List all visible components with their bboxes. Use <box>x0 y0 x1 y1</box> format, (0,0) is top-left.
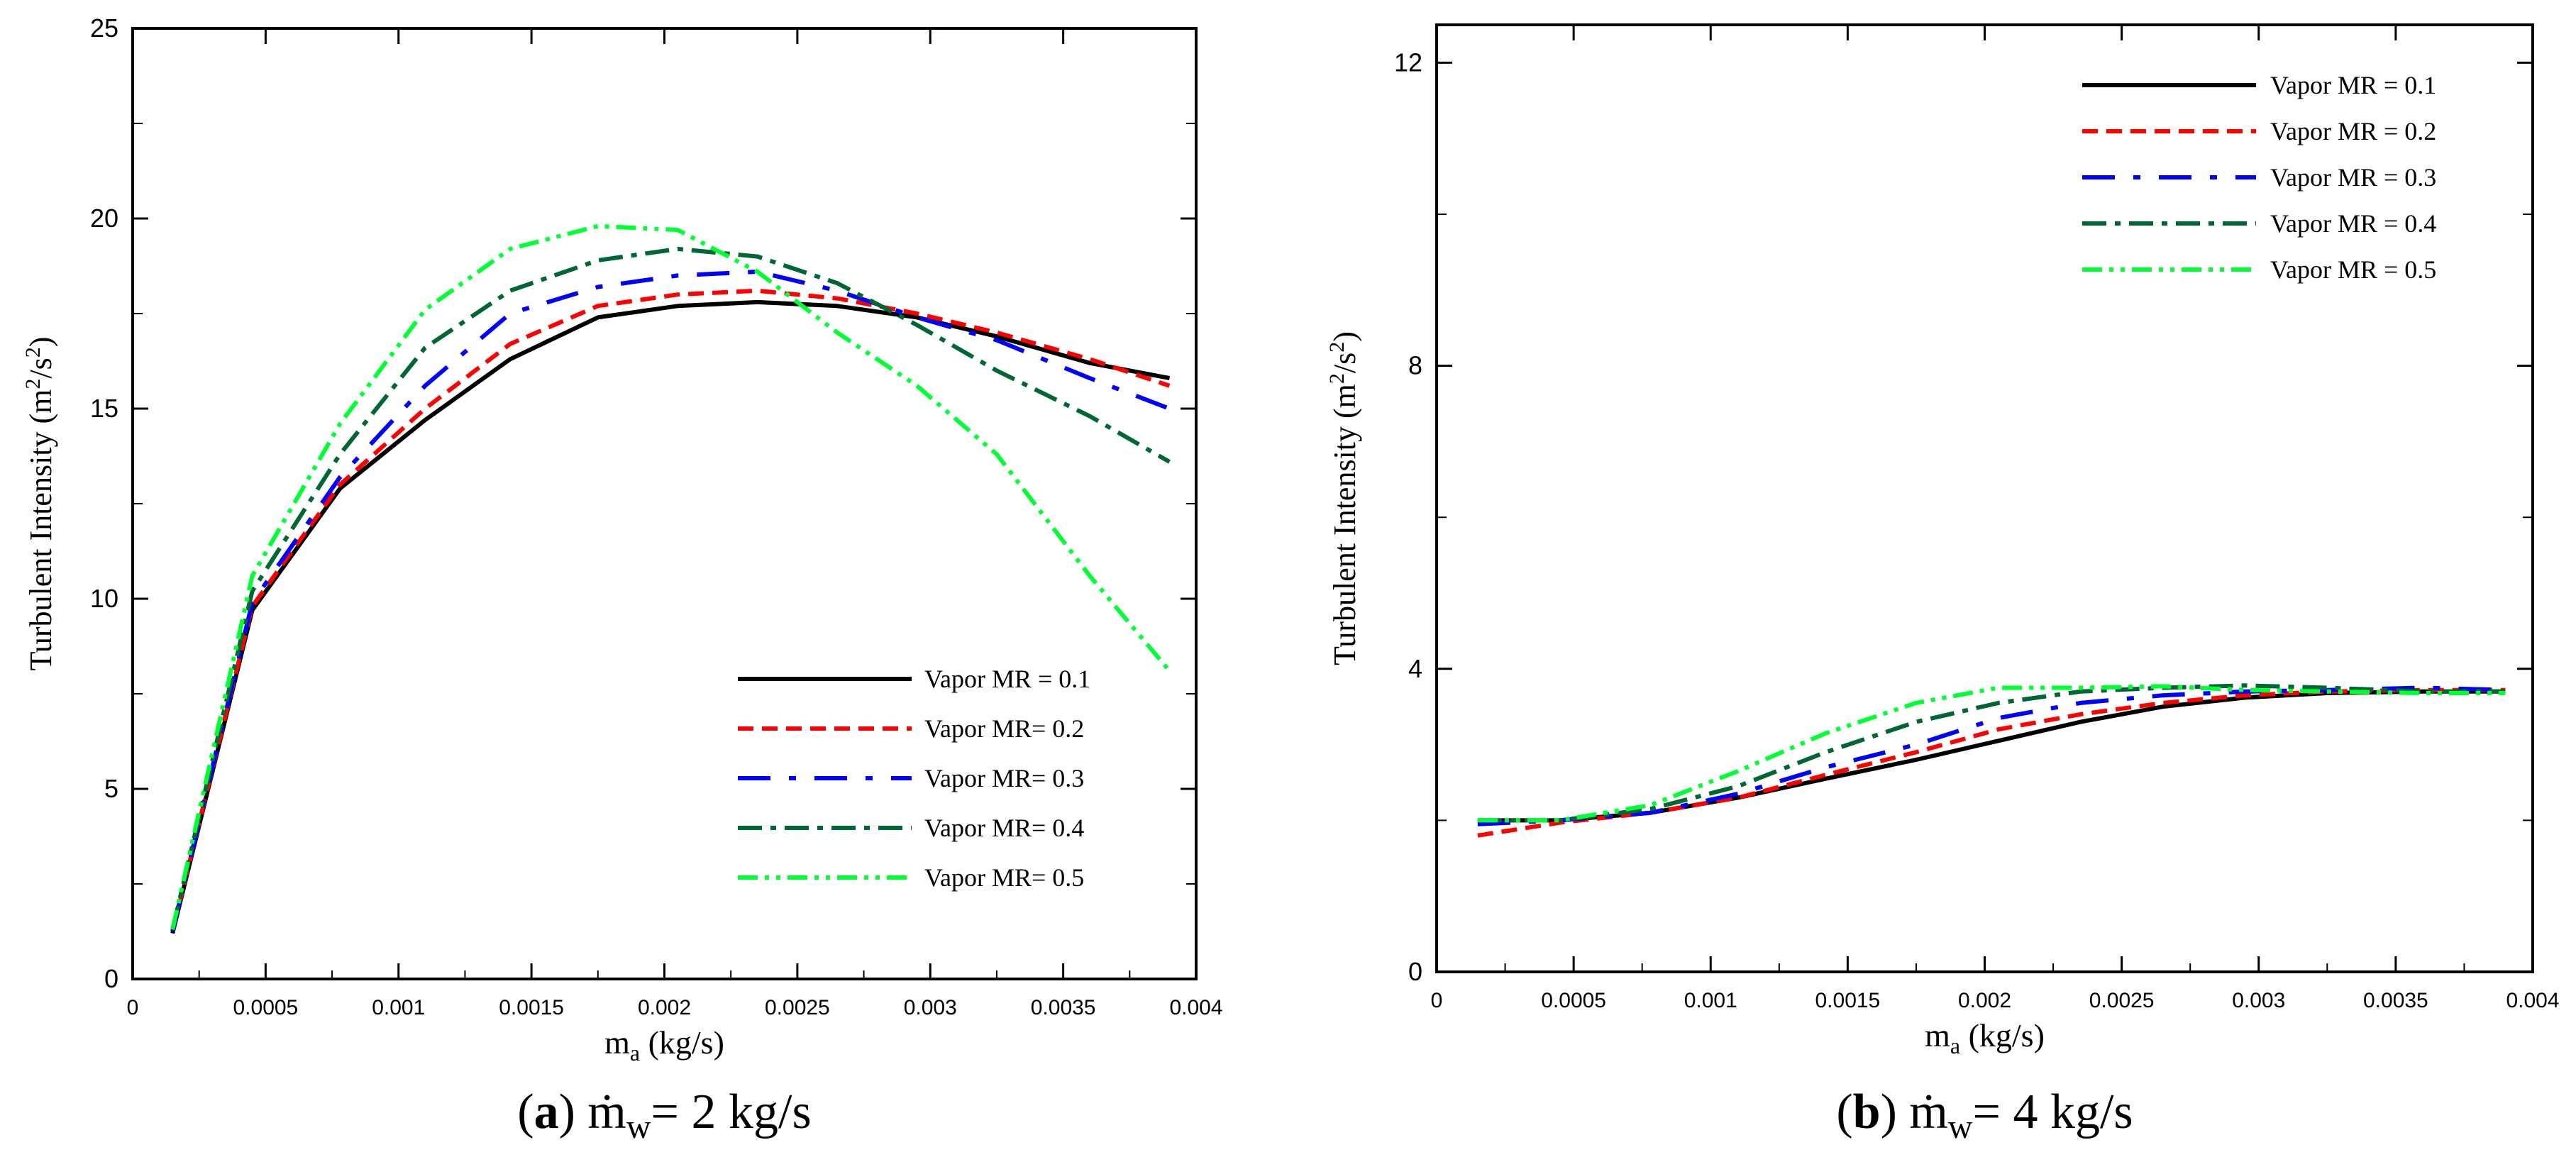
legend: Vapor MR = 0.1 Vapor MR= 0.2 Vapor MR= 0.3… <box>738 665 1090 892</box>
legend-label-1: Vapor MR = 0.1 <box>2270 71 2436 99</box>
series-line-4 <box>1477 683 2506 823</box>
legend-label-5: Vapor MR= 0.5 <box>924 863 1084 892</box>
legend-label-2: Vapor MR= 0.2 <box>924 714 1084 743</box>
x-tick-label: 0.0035 <box>1031 996 1096 1019</box>
x-tick-label: 0.004 <box>1169 996 1222 1019</box>
x-tick-label: 0.0015 <box>499 996 564 1019</box>
x-tick-label: 0.0005 <box>1541 989 1606 1012</box>
x-tick-label: 0.003 <box>904 996 957 1019</box>
y-tick-label: 25 <box>90 13 118 43</box>
legend-label-5: Vapor MR = 0.5 <box>2270 255 2436 284</box>
x-axis-label: ma (kg/s) <box>604 1024 724 1066</box>
y-tick-label: 0 <box>104 964 118 993</box>
panel-caption: (a) ṁw= 2 kg/s <box>517 1085 811 1146</box>
x-tick-label: 0.002 <box>1958 989 2011 1012</box>
x-tick-label: 0.002 <box>638 996 691 1019</box>
legend-label-1: Vapor MR = 0.1 <box>924 665 1090 693</box>
series-line-1 <box>1477 689 2506 823</box>
series-line-1 <box>170 299 1171 934</box>
panel-caption: (b) ṁw= 4 kg/s <box>1836 1085 2133 1146</box>
y-tick-label: 8 <box>1408 351 1422 380</box>
legend-label-3: Vapor MR = 0.3 <box>2270 163 2436 192</box>
series-line-4 <box>170 246 1171 930</box>
legend: Vapor MR = 0.1 Vapor MR = 0.2 Vapor MR = 0… <box>2082 71 2436 284</box>
series-line-3 <box>1477 685 2506 826</box>
legend-label-4: Vapor MR = 0.4 <box>2270 209 2436 238</box>
chart-panel-a: 0 0.0005 0.001 0.0015 0.002 0.0025 0.003 0.0035… <box>21 13 1223 1146</box>
legend-label-4: Vapor MR= 0.4 <box>924 814 1084 842</box>
y-tick-label: 12 <box>1394 48 1422 77</box>
x-tick-label: 0 <box>127 996 139 1019</box>
chart-panel-b: 0 0.0005 0.001 0.0015 0.002 0.0025 0.003 0.0035… <box>1325 23 2560 1146</box>
x-tick-label: 0.0025 <box>2089 989 2155 1012</box>
x-tick-label: 0.0025 <box>765 996 830 1019</box>
y-tick-label: 10 <box>90 584 118 613</box>
y-tick-label: 5 <box>104 774 118 803</box>
x-tick-label: 0.003 <box>2232 989 2285 1012</box>
y-tick-label: 4 <box>1408 654 1422 683</box>
x-tick-label: 0.0005 <box>233 996 298 1019</box>
legend-label-3: Vapor MR= 0.3 <box>924 764 1084 792</box>
y-tick-label: 15 <box>90 394 118 423</box>
series-line-3 <box>170 270 1171 932</box>
legend-label-2: Vapor MR = 0.2 <box>2270 117 2436 145</box>
x-tick-label: 0.0015 <box>1815 989 1880 1012</box>
x-tick-label: 0.0035 <box>2363 989 2428 1012</box>
x-tick-label: 0 <box>1431 989 1443 1012</box>
y-axis-label: Turbulent Intensity (m2/s2) <box>21 337 58 671</box>
series-line-2 <box>170 288 1171 932</box>
y-tick-label: 0 <box>1408 957 1422 986</box>
y-axis-label: Turbulent Intensity (m2/s2) <box>1325 331 1362 665</box>
series-line-5 <box>170 223 1171 930</box>
y-tick-label: 20 <box>90 204 118 233</box>
series-line-5 <box>1477 684 2506 823</box>
x-tick-label: 0.004 <box>2506 989 2559 1012</box>
x-tick-label: 0.001 <box>372 996 425 1019</box>
x-tick-label: 0.001 <box>1684 989 1737 1012</box>
x-axis-label: ma (kg/s) <box>1925 1017 2045 1058</box>
